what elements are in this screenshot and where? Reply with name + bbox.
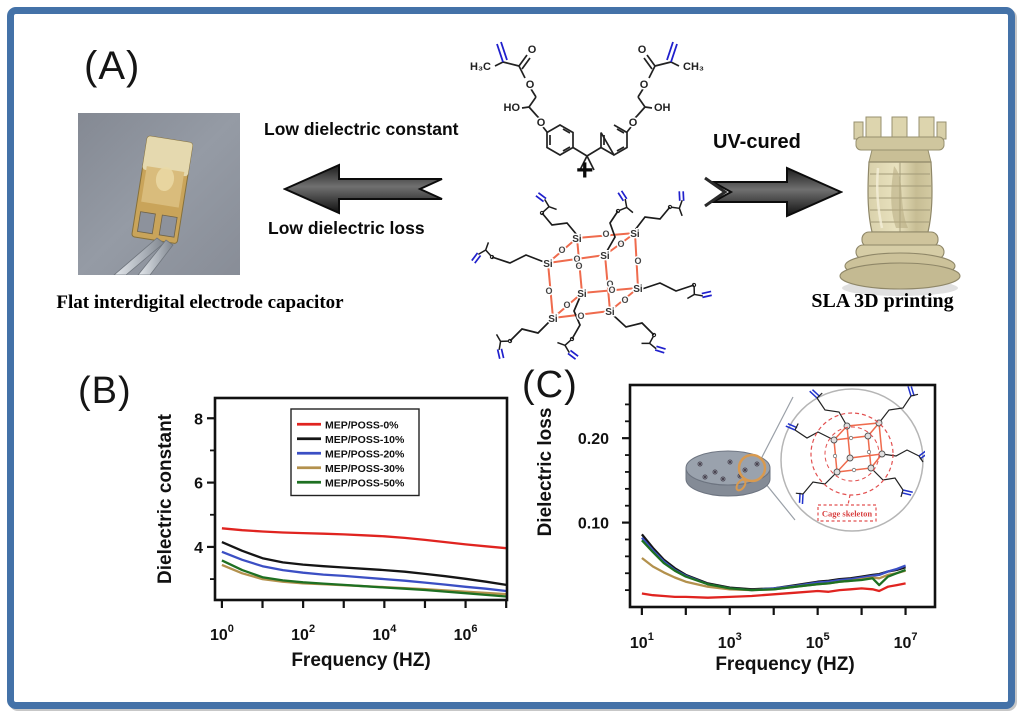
- svg-text:O: O: [608, 285, 615, 295]
- low-dielectric-loss-label: Low dielectric loss: [268, 218, 425, 238]
- series-MEP/POSS-50%: [641, 539, 907, 592]
- o-label: O: [629, 117, 638, 129]
- svg-text:O: O: [545, 286, 552, 296]
- series-MEP/POSS-0%: [221, 527, 507, 550]
- cage-skeleton-label: Cage skeleton: [822, 509, 873, 519]
- svg-text:Si: Si: [572, 234, 582, 245]
- panel-b-label: (B): [78, 370, 132, 412]
- svg-text:O: O: [575, 261, 582, 271]
- inset-cage-arms: [794, 395, 920, 495]
- legend-entry: MEP/POSS-20%: [325, 448, 405, 460]
- monomer-structure: H₃C CH₃ O O O O HO OH O O: [469, 41, 705, 171]
- y-tick-label: 0.20: [578, 431, 609, 448]
- svg-text:O: O: [634, 256, 641, 266]
- series-MEP/POSS-50%: [221, 559, 507, 598]
- low-dielectric-constant-label: Low dielectric constant: [264, 119, 459, 139]
- o-label: O: [526, 79, 535, 91]
- legend-entry: MEP/POSS-50%: [325, 477, 405, 489]
- plus-sign: +: [576, 154, 594, 187]
- cage-highlight-circle-inner: [824, 426, 880, 482]
- o-label: O: [528, 44, 537, 56]
- x-axis-label: Frequency (HZ): [715, 654, 854, 675]
- cage-highlight-circle: [810, 412, 894, 496]
- svg-text:Si: Si: [543, 259, 553, 270]
- cage-skeleton-inset: Cage skeleton: [685, 384, 925, 532]
- legend-entry: MEP/POSS-0%: [325, 419, 399, 431]
- svg-text:O: O: [573, 254, 580, 264]
- o-label: O: [640, 79, 649, 91]
- poss-structure: O O O O O O O O O O O O Si Si Si Si Si S…: [468, 188, 715, 363]
- ho-label: HO: [504, 102, 521, 114]
- series-MEP/POSS-10%: [221, 541, 507, 587]
- series-MEP/POSS-0%: [641, 582, 906, 599]
- x-tick-label: 104: [372, 623, 397, 644]
- x-tick-label: 103: [718, 631, 742, 652]
- x-tick-label: 102: [291, 623, 315, 644]
- svg-text:O: O: [563, 300, 570, 310]
- cage-arms: [491, 206, 695, 342]
- uv-cured-label: UV-cured: [713, 131, 801, 153]
- legend-entry: MEP/POSS-30%: [325, 463, 405, 475]
- svg-text:Si: Si: [600, 251, 610, 262]
- plot-frame: [628, 383, 937, 609]
- dielectric-loss-plot: 101 103 105 107 0.10 0.20 Dielectric loss Frequ…: [535, 383, 937, 675]
- svg-text:Si: Si: [548, 314, 558, 325]
- left-arrow-icon: [283, 163, 443, 215]
- y-axis-label: Dielectric loss: [535, 408, 556, 537]
- svg-text:O: O: [558, 245, 565, 255]
- x-tick-label: 106: [454, 623, 478, 644]
- tweezer-leg: [137, 239, 174, 275]
- sla-caption: SLA 3D printing: [811, 290, 954, 312]
- x-tick-label: 105: [806, 631, 830, 652]
- x-tick-label: 100: [210, 623, 234, 644]
- svg-text:Si: Si: [577, 289, 587, 300]
- svg-text:Si: Si: [630, 229, 640, 240]
- cage-silicon-labels: Si Si Si Si Si Si Si Si: [542, 228, 645, 327]
- cage-label-connector: [847, 494, 851, 506]
- y-tick-label: 8: [194, 411, 203, 428]
- svg-text:O: O: [577, 311, 584, 321]
- vinyl-double-bonds: [496, 41, 678, 63]
- cage-skeleton-label-box: [817, 504, 877, 522]
- panel-a-label: (A): [84, 44, 141, 88]
- o-label: O: [537, 117, 546, 129]
- svg-text:Si: Si: [605, 307, 615, 318]
- cage-bonds: [547, 232, 639, 319]
- dielectric-loss-chart: 101 103 105 107 0.10 0.20 Dielectric loss Frequ…: [535, 372, 995, 692]
- right-arrow-icon: [704, 166, 843, 218]
- capacitor-caption: Flat interdigital electrode capacitor: [56, 292, 344, 313]
- o-label: O: [638, 44, 647, 56]
- dielectric-constant-chart: 100 102 104 106 4 6 8 Dielectric constant Freque…: [150, 388, 525, 688]
- rook-photo: [839, 116, 961, 296]
- h3c-label: H₃C: [470, 61, 491, 73]
- panel-c-label: (C): [522, 364, 578, 406]
- y-axis-label: Dielectric constant: [155, 413, 176, 584]
- x-axis-label: Frequency (HZ): [291, 650, 430, 671]
- capacitor-chip: [131, 135, 194, 244]
- ch3-label: CH₃: [683, 61, 704, 73]
- cage-oxygen-labels: O O O O O O O O O O O O: [544, 228, 643, 323]
- svg-text:O: O: [617, 239, 624, 249]
- plot-frame: [213, 396, 509, 602]
- capacitor-photo: [78, 113, 240, 275]
- svg-text:Si: Si: [633, 284, 643, 295]
- x-tick-label: 101: [630, 631, 654, 652]
- x-tick-label: 107: [894, 631, 918, 652]
- y-tick-label: 6: [194, 476, 203, 493]
- legend-entry: MEP/POSS-10%: [325, 434, 405, 446]
- series-MEP/POSS-20%: [221, 550, 507, 593]
- sample-disc: [685, 450, 771, 497]
- inset-cage-atoms: [830, 419, 886, 476]
- svg-text:O: O: [602, 229, 609, 239]
- magnifier-icon: [735, 453, 767, 492]
- svg-text:O: O: [621, 295, 628, 305]
- y-tick-label: 4: [194, 540, 203, 557]
- y-tick-label: 0.10: [578, 516, 609, 533]
- dielectric-constant-plot: 100 102 104 106 4 6 8 Dielectric constant Freque…: [155, 396, 509, 671]
- svg-text:O: O: [606, 279, 613, 289]
- oh-label: OH: [654, 102, 671, 114]
